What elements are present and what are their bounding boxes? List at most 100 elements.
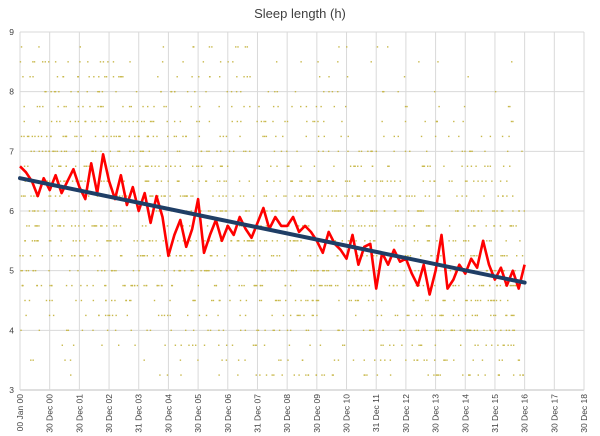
scatter-point: [461, 165, 463, 167]
scatter-point: [490, 299, 492, 302]
scatter-point: [370, 150, 373, 153]
scatter-point: [166, 225, 169, 227]
scatter-point: [166, 314, 169, 317]
scatter-point: [353, 165, 355, 167]
scatter-point: [390, 240, 392, 242]
scatter-point: [83, 225, 86, 227]
scatter-point: [515, 225, 517, 227]
scatter-point: [225, 195, 227, 197]
scatter-point: [424, 195, 427, 197]
scatter-point: [474, 299, 477, 302]
scatter-point: [372, 255, 375, 257]
scatter-point: [94, 255, 96, 257]
scatter-point: [63, 180, 65, 182]
scatter-point: [327, 269, 330, 272]
scatter-point: [216, 150, 218, 153]
scatter-point: [93, 225, 95, 227]
scatter-point: [206, 225, 209, 227]
scatter-point: [208, 46, 211, 48]
scatter-point: [51, 299, 53, 302]
scatter-point: [374, 240, 376, 242]
scatter-point: [493, 314, 495, 317]
scatter-point: [454, 255, 457, 257]
scatter-point: [314, 269, 316, 272]
scatter-point: [153, 299, 156, 302]
scatter-point: [77, 269, 79, 272]
scatter-point: [169, 299, 171, 302]
scatter-point: [518, 210, 520, 212]
scatter-point: [362, 210, 364, 212]
scatter-point: [408, 314, 410, 317]
scatter-point: [20, 46, 23, 48]
scatter-point: [261, 269, 263, 272]
scatter-point: [500, 210, 503, 212]
scatter-point: [437, 195, 439, 197]
scatter-point: [499, 225, 502, 227]
scatter-point: [158, 165, 160, 167]
scatter-point: [355, 240, 357, 242]
x-tick-label: 00 Jan 00: [15, 394, 25, 432]
scatter-point: [166, 374, 169, 376]
scatter-point: [116, 240, 118, 242]
scatter-point: [291, 105, 293, 108]
scatter-point: [392, 344, 395, 346]
scatter-point: [376, 374, 379, 376]
scatter-point: [57, 105, 59, 108]
scatter-point: [337, 150, 340, 153]
scatter-point: [230, 90, 233, 93]
scatter-point: [50, 120, 53, 123]
scatter-point: [232, 61, 234, 63]
scatter-point: [421, 165, 424, 167]
scatter-point: [442, 299, 444, 302]
scatter-point: [396, 314, 399, 317]
scatter-point: [367, 299, 370, 302]
scatter-point: [338, 329, 340, 332]
scatter-point: [213, 284, 216, 287]
scatter-point: [71, 180, 74, 182]
scatter-point: [80, 299, 83, 302]
scatter-point: [98, 76, 100, 78]
scatter-point: [498, 374, 500, 376]
scatter-point: [434, 284, 436, 287]
scatter-point: [42, 105, 44, 108]
scatter-point: [458, 135, 460, 138]
scatter-point: [75, 299, 77, 302]
scatter-point: [426, 150, 428, 153]
scatter-point: [411, 195, 413, 197]
scatter-point: [337, 359, 340, 361]
scatter-point: [284, 120, 286, 123]
scatter-point: [48, 195, 50, 197]
scatter-point: [92, 329, 94, 332]
scatter-point: [99, 105, 102, 108]
scatter-point: [320, 284, 322, 287]
scatter-point: [28, 299, 31, 302]
scatter-point: [333, 165, 335, 167]
scatter-point: [222, 195, 224, 197]
scatter-point: [182, 195, 184, 197]
scatter-point: [177, 240, 179, 242]
scatter-point: [293, 374, 295, 376]
scatter-point: [468, 329, 470, 332]
scatter-point: [236, 76, 238, 78]
scatter-point: [371, 165, 374, 167]
scatter-point: [103, 180, 105, 182]
scatter-point: [363, 359, 365, 361]
scatter-point: [219, 76, 221, 78]
scatter-point: [323, 120, 325, 123]
scatter-point: [480, 135, 483, 138]
scatter-point: [406, 105, 408, 108]
scatter-point: [141, 225, 144, 227]
scatter-point: [99, 225, 102, 227]
scatter-point: [272, 255, 275, 257]
scatter-point: [29, 255, 32, 257]
scatter-point: [422, 210, 424, 212]
scatter-point: [205, 90, 207, 93]
scatter-point: [20, 329, 22, 332]
scatter-point: [145, 225, 147, 227]
scatter-point: [100, 150, 102, 153]
scatter-point: [259, 240, 261, 242]
scatter-point: [243, 284, 245, 287]
scatter-point: [133, 240, 135, 242]
scatter-point: [476, 314, 478, 317]
scatter-point: [132, 269, 135, 272]
